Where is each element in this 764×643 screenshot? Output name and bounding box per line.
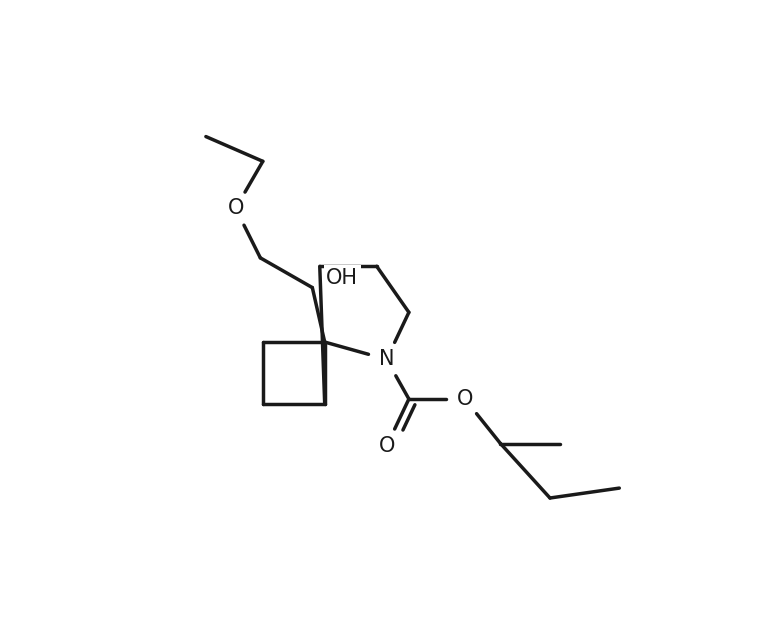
- Text: O: O: [228, 198, 244, 219]
- Text: N: N: [379, 349, 394, 369]
- Text: OH: OH: [326, 267, 358, 287]
- Text: O: O: [378, 436, 395, 456]
- Text: O: O: [457, 389, 473, 409]
